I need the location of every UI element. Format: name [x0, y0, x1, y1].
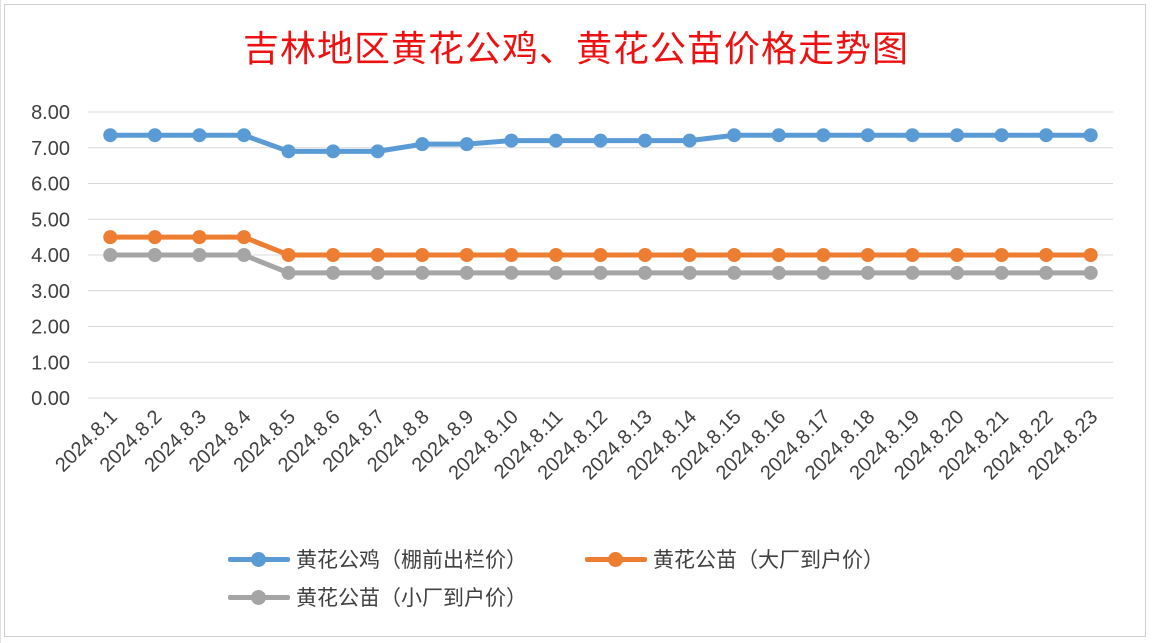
legend-label: 黄花公苗（大厂到户价） — [653, 548, 884, 572]
data-point — [727, 248, 742, 262]
data-point — [103, 230, 118, 245]
data-point — [326, 265, 341, 280]
data-point — [236, 248, 251, 262]
data-point — [548, 265, 563, 280]
data-point — [994, 265, 1009, 280]
data-point — [638, 133, 653, 148]
data-point — [504, 265, 519, 280]
data-point — [771, 265, 786, 280]
data-point — [1083, 265, 1098, 280]
data-point — [103, 128, 118, 143]
data-point — [459, 248, 474, 262]
data-point — [1039, 128, 1054, 143]
y-tick-label: 1.00 — [31, 352, 70, 374]
legend-item-chick-small-farm[interactable]: 黄花公苗（小厂到户价） — [228, 582, 527, 612]
legend-swatch-icon — [585, 544, 647, 574]
data-point — [147, 248, 162, 262]
data-point — [192, 230, 207, 245]
data-point — [860, 265, 875, 280]
data-point — [994, 128, 1009, 143]
data-point — [682, 265, 697, 280]
chart-title: 吉林地区黄花公鸡、黄花公苗价格走势图 — [242, 29, 909, 70]
data-point — [192, 248, 207, 262]
data-point — [816, 248, 831, 262]
legend-label: 黄花公鸡（棚前出栏价） — [296, 548, 527, 572]
data-point — [415, 137, 430, 152]
data-point — [950, 265, 965, 280]
data-point — [370, 144, 385, 159]
data-point — [816, 128, 831, 143]
y-tick-label: 4.00 — [31, 245, 70, 267]
data-point — [950, 248, 965, 262]
y-tick-label: 2.00 — [31, 317, 70, 339]
data-point — [860, 128, 875, 143]
data-point — [548, 248, 563, 262]
y-tick-label: 5.00 — [31, 209, 70, 231]
legend-swatch-icon — [228, 544, 290, 574]
legend-marker-icon — [608, 552, 623, 567]
y-tick-label: 7.00 — [31, 138, 70, 160]
data-point — [1039, 248, 1054, 262]
data-point — [192, 128, 207, 143]
data-point — [638, 265, 653, 280]
data-point — [236, 128, 251, 143]
data-point — [950, 128, 965, 143]
data-point — [281, 248, 296, 262]
y-tick-label: 0.00 — [31, 388, 70, 410]
data-point — [459, 265, 474, 280]
data-point — [326, 144, 341, 159]
data-point — [147, 230, 162, 245]
chart-area[interactable] — [4, 4, 1146, 637]
data-point — [593, 265, 608, 280]
data-point — [593, 248, 608, 262]
legend-label: 黄花公苗（小厂到户价） — [296, 586, 527, 610]
legend[interactable]: 黄花公鸡（棚前出栏价） 黄花公苗（大厂到户价） 黄花公苗（小厂到户价） — [0, 540, 1152, 620]
legend-swatch-icon — [228, 582, 290, 612]
data-point — [415, 265, 430, 280]
data-point — [727, 128, 742, 143]
data-point — [281, 144, 296, 159]
data-point — [415, 248, 430, 262]
data-point — [593, 133, 608, 148]
data-point — [504, 133, 519, 148]
legend-item-broiler-rooster[interactable]: 黄花公鸡（棚前出栏价） — [228, 544, 527, 574]
data-point — [326, 248, 341, 262]
legend-marker-icon — [251, 552, 266, 567]
data-point — [147, 128, 162, 143]
data-point — [370, 248, 385, 262]
data-point — [771, 128, 786, 143]
data-point — [905, 128, 920, 143]
data-point — [103, 248, 118, 262]
data-point — [994, 248, 1009, 262]
data-point — [727, 265, 742, 280]
data-point — [504, 248, 519, 262]
data-point — [905, 265, 920, 280]
data-point — [860, 248, 875, 262]
data-point — [638, 248, 653, 262]
y-tick-label: 8.00 — [31, 102, 70, 124]
data-point — [236, 230, 251, 245]
data-point — [682, 248, 697, 262]
data-point — [816, 265, 831, 280]
legend-marker-icon — [251, 590, 266, 605]
data-point — [459, 137, 474, 152]
data-point — [370, 265, 385, 280]
data-point — [281, 265, 296, 280]
y-tick-label: 6.00 — [31, 174, 70, 196]
data-point — [1039, 265, 1054, 280]
y-tick-label: 3.00 — [31, 281, 70, 303]
data-point — [548, 133, 563, 148]
data-point — [682, 133, 697, 148]
data-point — [1083, 248, 1098, 262]
legend-item-chick-large-farm[interactable]: 黄花公苗（大厂到户价） — [585, 544, 884, 574]
data-point — [905, 248, 920, 262]
data-point — [771, 248, 786, 262]
data-point — [1083, 128, 1098, 143]
